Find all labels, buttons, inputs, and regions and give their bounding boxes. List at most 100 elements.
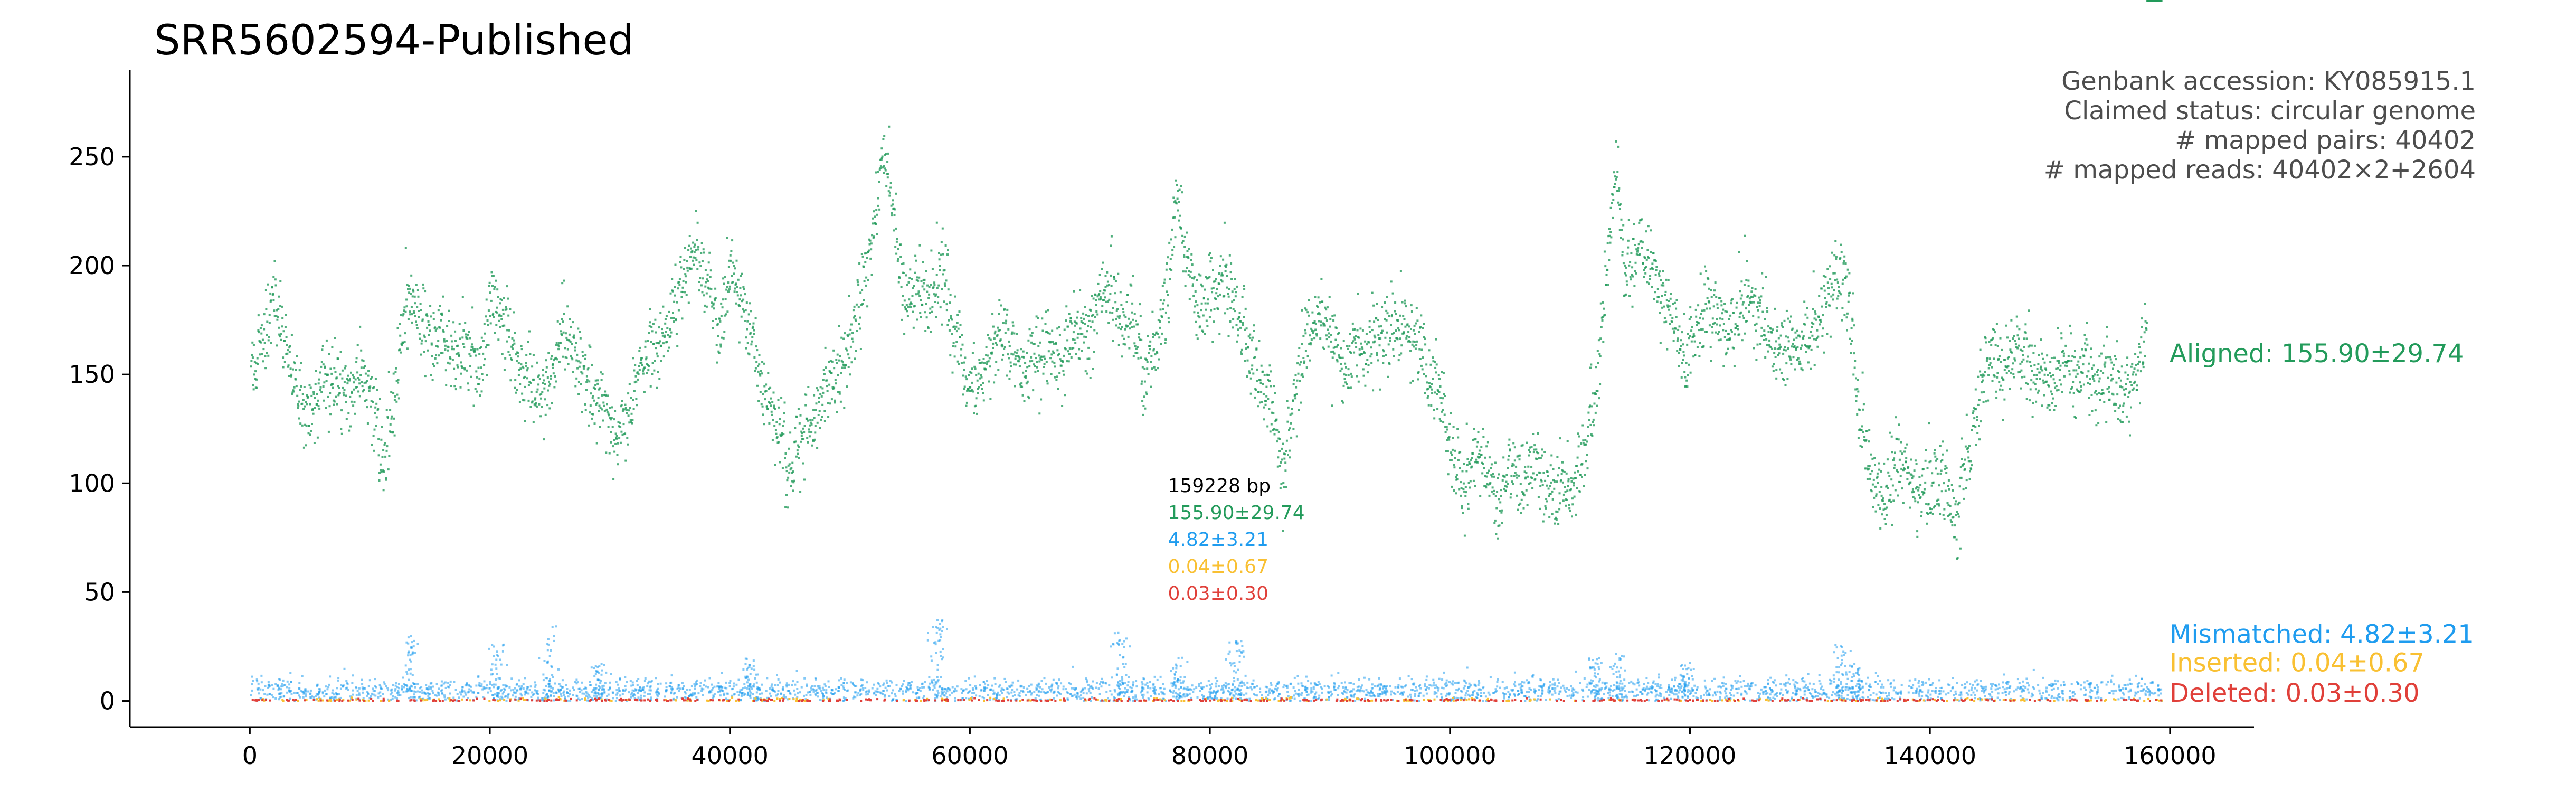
point-mismatched [690,685,693,687]
point-aligned [422,287,425,290]
point-mismatched [1330,690,1332,693]
point-mismatched [1083,700,1085,702]
point-mismatched [1517,694,1519,696]
point-mismatched [1521,685,1524,688]
point-mismatched [506,696,509,699]
point-inserted [1711,700,1713,702]
point-mismatched [386,687,389,690]
point-mismatched [704,679,706,682]
point-mismatched [1405,684,1407,687]
point-mismatched [1840,664,1842,666]
point-mismatched [282,695,285,698]
point-deleted [1784,699,1787,702]
point-mismatched [1619,689,1622,692]
point-aligned [277,316,279,318]
point-mismatched [1342,693,1344,695]
point-mismatched [2022,689,2025,691]
point-mismatched [1679,683,1682,686]
point-mismatched [542,688,545,691]
point-mismatched [1692,689,1695,691]
point-mismatched [2096,684,2098,686]
point-aligned [447,361,449,364]
point-mismatched [1276,687,1279,690]
point-inserted [438,698,440,701]
point-inserted [1357,697,1360,700]
point-mismatched [1560,686,1562,689]
point-mismatched [631,692,633,694]
point-mismatched [1353,693,1356,696]
point-mismatched [1693,684,1696,687]
point-mismatched [1414,690,1416,692]
point-mismatched [1357,688,1359,691]
point-mismatched [1518,683,1520,686]
point-deleted [1502,700,1505,702]
point-mismatched [1945,693,1947,696]
point-mismatched [1087,684,1090,686]
point-mismatched [1227,690,1229,692]
point-mismatched [550,694,552,696]
point-mismatched [1984,689,1987,692]
point-mismatched [536,690,539,692]
point-mismatched [1365,693,1367,696]
point-mismatched [1732,694,1735,697]
point-mismatched [1554,682,1556,685]
point-deleted [550,699,553,702]
point-aligned [415,320,417,323]
point-mismatched [724,686,726,689]
point-mismatched [992,693,995,695]
point-mismatched [1889,683,1892,685]
point-mismatched [936,627,939,629]
point-inserted [1855,700,1858,702]
point-aligned [412,288,414,291]
point-mismatched [532,694,534,696]
point-mismatched [1196,696,1199,699]
point-deleted [396,700,399,702]
point-mismatched [1997,692,2000,695]
point-mismatched [919,690,922,692]
point-mismatched [1582,696,1585,699]
point-deleted [1737,699,1739,701]
point-mismatched [277,689,280,691]
point-inserted [903,699,905,701]
point-mismatched [1964,686,1967,689]
point-aligned [431,355,433,357]
point-mismatched [1890,685,1892,688]
point-inserted [524,699,526,701]
point-mismatched [1682,677,1684,680]
point-deleted [1266,700,1268,702]
point-mismatched [638,689,640,691]
point-aligned [250,365,252,368]
point-mismatched [793,689,795,692]
point-aligned [337,357,339,360]
point-deleted [2096,700,2098,702]
point-mismatched [1337,672,1340,674]
point-mismatched [2089,691,2091,694]
point-aligned [261,353,263,355]
point-mismatched [269,684,271,687]
point-mismatched [982,681,985,683]
point-mismatched [1076,692,1079,694]
point-aligned [443,338,446,341]
point-mismatched [1765,686,1767,689]
point-mismatched [1349,694,1352,696]
point-mismatched [1746,685,1748,687]
point-deleted [809,700,811,702]
point-mismatched [1708,693,1710,696]
point-aligned [273,315,276,317]
point-mismatched [478,682,481,684]
point-inserted [1881,697,1883,700]
point-inserted [1608,699,1611,701]
point-mismatched [1202,695,1205,697]
point-mismatched [632,695,634,698]
point-inserted [1981,698,1984,701]
point-mismatched [2146,686,2148,689]
point-aligned [435,345,438,347]
point-mismatched [491,663,494,666]
point-mismatched [633,693,635,695]
point-mismatched [1117,681,1120,683]
point-mismatched [1958,694,1961,696]
point-inserted [351,696,353,699]
point-mismatched [1610,685,1612,687]
point-mismatched [1595,691,1597,694]
point-mismatched [595,697,598,699]
